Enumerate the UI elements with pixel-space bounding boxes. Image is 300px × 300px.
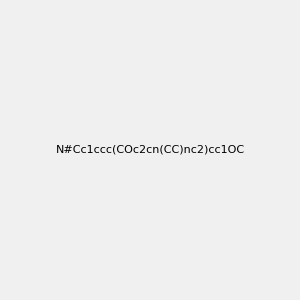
Text: N#Cc1ccc(COc2cn(CC)nc2)cc1OC: N#Cc1ccc(COc2cn(CC)nc2)cc1OC [56,145,244,155]
